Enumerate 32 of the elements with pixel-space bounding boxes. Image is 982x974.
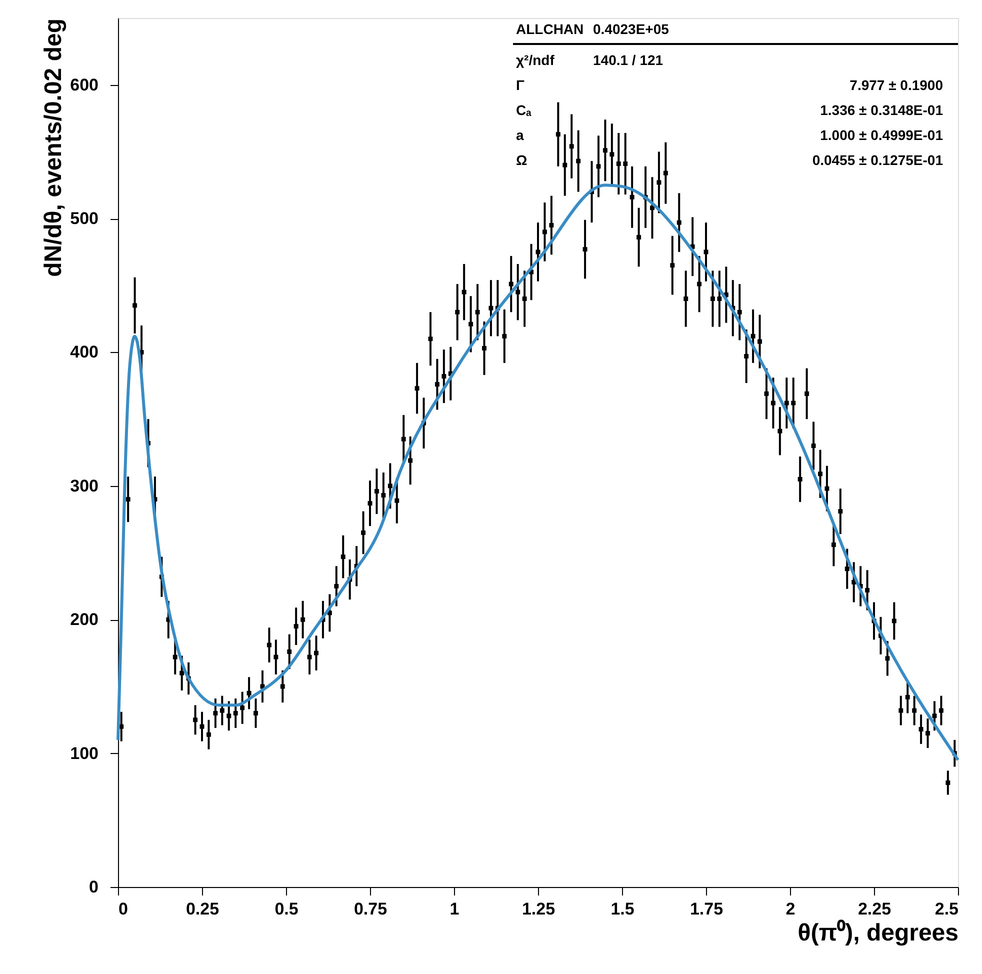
- annotation: 7.977 ± 0.1900: [850, 77, 944, 93]
- x-tick-label: 0.75: [354, 900, 388, 918]
- x-tick-label: 0: [118, 900, 128, 918]
- x-tick-label: 1.25: [522, 900, 556, 918]
- y-tick-label: 200: [70, 610, 98, 630]
- x-tick-label: 2.25: [858, 900, 892, 918]
- x-tick-label: 1.5: [610, 900, 634, 918]
- x-tick-label: 1: [450, 900, 460, 918]
- annotation: Cₐ: [516, 102, 532, 118]
- y-tick-label: 0: [89, 878, 98, 896]
- x-tick-label: 1.75: [690, 900, 724, 918]
- annotation: a: [516, 127, 524, 143]
- annotation: Γ: [516, 77, 525, 93]
- x-tick-label: 2: [786, 900, 796, 918]
- annotation: Ω: [516, 152, 528, 168]
- x-axis-title: θ(π⁰), degrees: [798, 920, 958, 946]
- x-tick-label: 0.5: [274, 900, 298, 918]
- annotation: 0.0455 ± 0.1275E-01: [812, 152, 944, 168]
- y-tick-label: 500: [70, 209, 98, 228]
- y-tick-label: 300: [70, 476, 98, 496]
- annotation: χ²/ndf: [516, 52, 555, 68]
- annotation: 1.336 ± 0.3148E-01: [820, 102, 944, 118]
- x-tick-label: 2.5: [934, 900, 958, 918]
- annotation: 140.1 / 121: [593, 52, 664, 68]
- y-tick-label: 100: [70, 744, 98, 763]
- y-axis-title: dN/dθ, events/0.02 deg: [40, 18, 68, 277]
- y-tick-label: 600: [70, 75, 98, 94]
- annotation: 0.4023E+05: [593, 21, 670, 37]
- annotation: ALLCHAN: [516, 21, 584, 37]
- annotation: 1.000 ± 0.4999E-01: [820, 127, 944, 143]
- y-tick-label: 400: [70, 342, 98, 362]
- x-tick-label: 0.25: [186, 900, 220, 918]
